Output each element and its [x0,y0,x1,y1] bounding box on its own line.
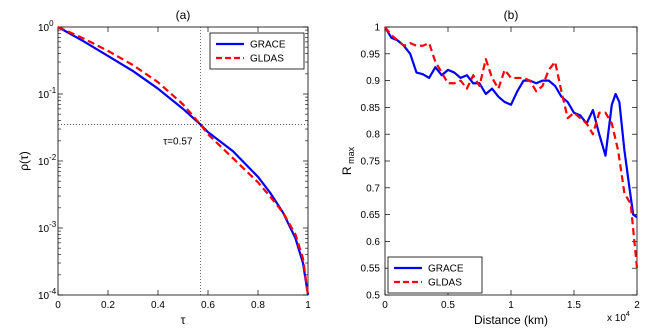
panel-b-ytick-label: 0.7 [366,183,380,194]
legend-label-gldas: GLDAS [250,54,284,65]
panel-a-ylabel: ρ(τ) [17,151,31,171]
panel-b-series-line-gldas [384,26,639,269]
legend-label-grace: GRACE [428,264,464,275]
panel-a-xlabel: τ [181,313,186,327]
panel-b-legend: GRACE GLDAS [387,256,483,294]
panel-a-xtick-label: 0.8 [251,300,265,311]
panel-b-ytick-label: 0.85 [361,103,381,114]
panel-b-xlabel: Distance (km) [474,313,548,327]
panel-a-plot-area [57,26,309,296]
panel-a-series-line-grace [57,26,310,296]
panel-b-xtick-label: 2 [634,300,640,311]
legend-label-grace: GRACE [250,40,286,51]
panel-b-ytick-label: 0.55 [361,264,381,275]
legend-label-gldas: GLDAS [428,278,462,289]
panel-a: 100 10-1 10-2 10-3 10-40 0.2 0.4 0.6 0.8 1 τ=0.57 (… [17,8,311,327]
panel-b-xtick-label: 0 [382,300,388,311]
panel-a-title: (a) [176,8,191,22]
panel-a-series-line-gldas [57,25,310,296]
panel-b-ylabel: R max [340,146,356,175]
panel-b-xtick-label: 1 [508,300,514,311]
panel-b-plot-area [384,26,638,296]
panel-a-xtick-label: 0.4 [151,300,165,311]
panel-b-ytick-label: 0.5 [366,291,380,302]
panel-a-xtick-label: 0.2 [101,300,115,311]
panel-b-ytick-label: 0.9 [366,76,380,87]
panel-b-ytick-label: 0.95 [361,49,381,60]
panel-a-xtick-label: 1 [305,300,311,311]
panel-a-xtick-label: 0.6 [201,300,215,311]
panel-b-ytick-label: 0.65 [361,210,381,221]
panel-a-legend: GRACE GLDAS [209,32,305,70]
panel-a-annotation: τ=0.57 [163,137,193,148]
panel-a-ytick-label: 10-1 [38,86,57,101]
panel-a-ytick-label: 10-3 [38,220,57,235]
panel-b-ytick-label: 1 [374,23,380,34]
panel-b-title: (b) [504,8,519,22]
panel-b-ytick-label: 0.6 [366,237,380,248]
panel-b-x-multiplier: x 104 [607,311,630,324]
panel-b-xtick-label: 1.5 [567,300,581,311]
panel-a-ytick-label: 10-4 [38,287,57,302]
panel-b-ytick-label: 0.75 [361,157,381,168]
panel-b-series-line-grace [384,26,638,219]
panel-a-ytick-label: 10-2 [38,153,57,168]
panel-a-xtick-label: 0 [55,300,61,311]
panel-b-xtick-label: 0.5 [441,300,455,311]
panel-a-ytick-label: 100 [38,19,54,34]
panel-b: 10.950.90.850.80.750.70.650.60.550.50 0.5… [340,8,640,327]
panel-b-ytick-label: 0.8 [366,130,380,141]
